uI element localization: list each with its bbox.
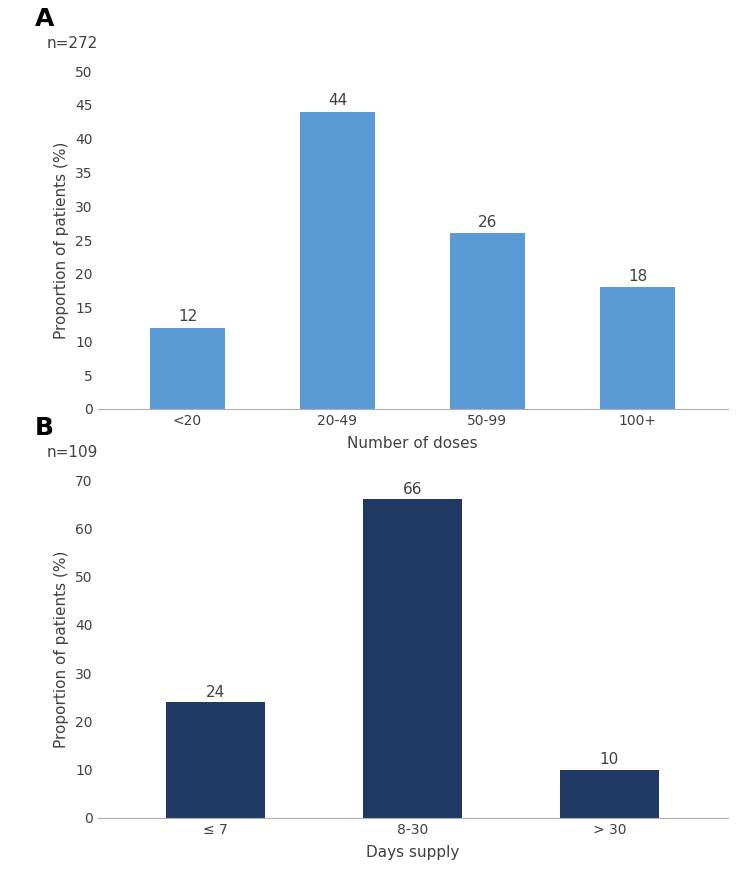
Bar [300,112,375,409]
Text: 66: 66 [403,482,422,497]
Text: 24: 24 [206,685,225,700]
Text: n=109: n=109 [47,444,98,460]
X-axis label: Number of doses: Number of doses [347,436,478,451]
X-axis label: Days supply: Days supply [366,845,459,860]
Y-axis label: Proportion of patients (%): Proportion of patients (%) [55,550,70,748]
Text: 44: 44 [328,93,347,108]
Text: 18: 18 [628,269,647,284]
Bar [363,500,462,818]
Text: A: A [34,6,54,30]
Bar [150,328,225,409]
Text: n=272: n=272 [47,36,98,51]
Text: B: B [34,415,53,439]
Text: 12: 12 [178,309,197,324]
Bar [560,770,658,818]
Bar [450,233,525,409]
Text: 10: 10 [600,752,619,767]
Text: 26: 26 [478,215,497,230]
Bar [600,287,675,409]
Bar [166,702,265,818]
Y-axis label: Proportion of patients (%): Proportion of patients (%) [55,141,70,339]
